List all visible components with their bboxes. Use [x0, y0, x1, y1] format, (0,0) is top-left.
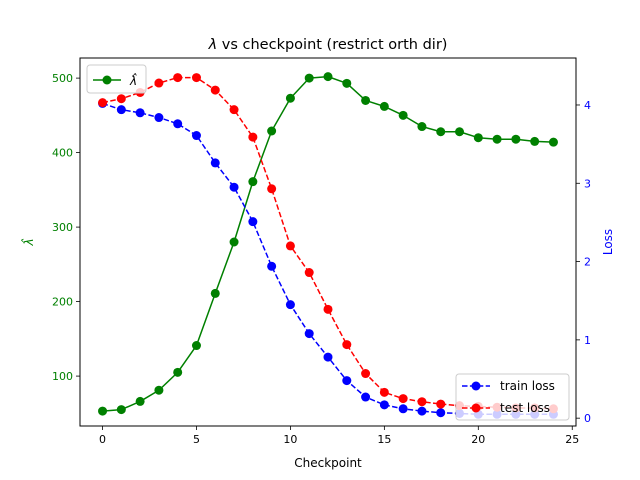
- data-point-test-loss: [210, 85, 220, 95]
- data-point-train-loss: [135, 108, 145, 118]
- data-point-test-loss: [417, 397, 427, 407]
- data-point-test-loss: [154, 78, 164, 88]
- right-y-tick-label: 1: [584, 334, 591, 347]
- data-point-test-loss: [342, 340, 352, 350]
- legend-loss: train loss test loss: [455, 373, 570, 421]
- data-point-train-loss: [229, 182, 239, 192]
- legend-lambda-label: λ̂: [129, 72, 137, 88]
- legend-test-marker: [471, 403, 481, 413]
- data-point-lambda: [398, 110, 408, 120]
- data-point-train-loss: [361, 392, 371, 402]
- data-point-lambda: [455, 127, 465, 137]
- data-point-lambda: [191, 341, 201, 351]
- right-y-tick-label: 3: [584, 177, 591, 190]
- x-tick-label: 0: [99, 433, 106, 446]
- chart-title-lambda: λ: [208, 37, 218, 53]
- legend-test-label: test loss: [500, 401, 550, 415]
- data-point-train-loss: [323, 352, 333, 362]
- data-point-lambda: [379, 101, 389, 111]
- legend-train-marker: [471, 381, 481, 391]
- data-point-train-loss: [304, 329, 314, 339]
- data-point-lambda: [154, 385, 164, 395]
- left-y-axis-ticks: 100 200 300 400 500: [52, 72, 80, 383]
- left-y-tick-label: 300: [52, 221, 73, 234]
- left-y-tick-label: 400: [52, 147, 73, 160]
- right-y-tick-label: 0: [584, 412, 591, 425]
- data-point-lambda: [492, 134, 502, 144]
- data-point-test-loss: [116, 94, 126, 104]
- data-point-train-loss: [191, 131, 201, 141]
- data-point-test-loss: [323, 304, 333, 314]
- data-point-lambda: [229, 237, 239, 247]
- legend-lambda-marker: [102, 75, 112, 85]
- right-y-tick-label: 2: [584, 256, 591, 269]
- legend-lambda-box: [86, 64, 147, 94]
- data-point-lambda: [530, 136, 540, 146]
- data-point-train-loss: [285, 300, 295, 310]
- data-point-lambda: [248, 177, 258, 187]
- data-point-test-loss: [248, 132, 258, 142]
- data-point-train-loss: [116, 105, 126, 115]
- legend-train-label: train loss: [500, 379, 555, 393]
- right-y-tick-label: 4: [584, 99, 591, 112]
- data-point-train-loss: [436, 408, 446, 418]
- data-point-lambda: [548, 137, 558, 147]
- x-tick-label: 10: [283, 433, 297, 446]
- data-point-lambda: [323, 72, 333, 82]
- data-point-test-loss: [398, 394, 408, 404]
- data-point-lambda: [210, 288, 220, 298]
- data-point-lambda: [135, 396, 145, 406]
- legend-lambda: λ̂: [86, 64, 147, 94]
- data-point-lambda: [98, 406, 108, 416]
- data-point-train-loss: [248, 217, 258, 227]
- x-axis-label: Checkpoint: [294, 456, 362, 470]
- data-point-train-loss: [173, 119, 183, 129]
- data-point-train-loss: [210, 158, 220, 168]
- data-point-test-loss: [98, 98, 108, 108]
- chart-title: λ vs checkpoint (restrict orth dir): [208, 37, 448, 53]
- data-point-lambda: [361, 95, 371, 105]
- x-tick-label: 15: [377, 433, 391, 446]
- data-point-test-loss: [436, 399, 446, 409]
- data-point-lambda: [473, 133, 483, 143]
- data-point-lambda: [511, 134, 521, 144]
- data-point-lambda: [342, 78, 352, 88]
- right-y-axis-label: Loss: [601, 229, 615, 255]
- data-point-lambda: [417, 122, 427, 132]
- left-y-axis-label: λ̂: [20, 238, 36, 246]
- data-point-train-loss: [417, 406, 427, 416]
- left-y-tick-label: 100: [52, 370, 73, 383]
- data-point-lambda: [304, 73, 314, 83]
- x-tick-label: 5: [193, 433, 200, 446]
- data-point-test-loss: [285, 241, 295, 251]
- data-point-lambda: [116, 405, 126, 415]
- legend-loss-box: [455, 373, 570, 421]
- data-point-test-loss: [304, 268, 314, 278]
- data-point-test-loss: [379, 387, 389, 397]
- data-point-lambda: [285, 93, 295, 103]
- axes-frame: [79, 57, 577, 427]
- data-point-train-loss: [398, 404, 408, 414]
- data-point-train-loss: [267, 261, 277, 271]
- data-point-lambda: [436, 127, 446, 137]
- data-point-test-loss: [229, 105, 239, 115]
- right-y-axis-ticks: 0 1 2 3 4: [576, 99, 591, 425]
- data-point-train-loss: [342, 376, 352, 386]
- x-axis-ticks: 0 5 10 15 20 25: [99, 426, 579, 446]
- left-y-tick-label: 200: [52, 296, 73, 309]
- data-point-train-loss: [379, 400, 389, 410]
- left-y-tick-label: 500: [52, 72, 73, 85]
- data-point-test-loss: [173, 73, 183, 83]
- data-point-test-loss: [267, 184, 277, 194]
- data-point-train-loss: [154, 113, 164, 123]
- x-tick-label: 20: [471, 433, 485, 446]
- x-tick-label: 25: [565, 433, 579, 446]
- chart-title-rest: vs checkpoint (restrict orth dir): [217, 37, 447, 53]
- data-point-lambda: [267, 126, 277, 136]
- data-point-test-loss: [191, 73, 201, 83]
- data-point-test-loss: [361, 369, 371, 379]
- data-point-lambda: [173, 367, 183, 377]
